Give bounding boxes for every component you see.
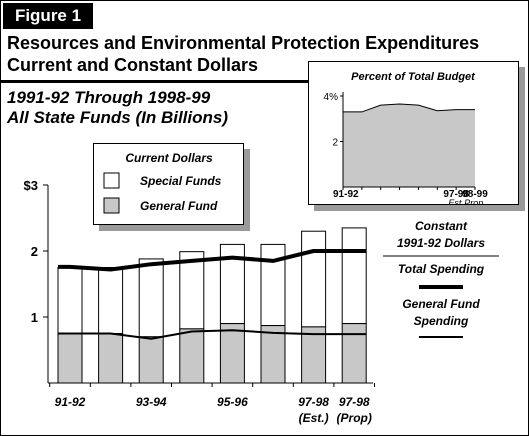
- x-tick-label: 93-94: [136, 395, 167, 409]
- x-tick-label: 95-96: [217, 395, 248, 409]
- x-tick-label: 97-98: [339, 395, 370, 409]
- bar-general-fund: [57, 333, 83, 384]
- bar-special-funds: [138, 258, 164, 338]
- bar-general-fund: [219, 323, 245, 384]
- line-legend-heading-2: 1991-92 Dollars: [397, 236, 485, 250]
- bar-special-funds: [301, 230, 327, 328]
- figure-label: Figure 1: [3, 3, 93, 29]
- line-legend: Constant 1991-92 Dollars Total Spending …: [383, 219, 499, 338]
- bar-general-fund: [138, 336, 164, 384]
- line-legend-total-label: Total Spending: [398, 262, 485, 276]
- bar-general-fund: [179, 328, 205, 384]
- bar-special-funds: [341, 227, 367, 325]
- x-tick-label: 97-98: [298, 395, 329, 409]
- bar-general-fund: [301, 326, 327, 384]
- line-legend-general-label-2: Spending: [414, 314, 469, 328]
- legend-title: Current Dollars: [125, 151, 213, 165]
- line-legend-heading-1: Constant: [415, 219, 468, 233]
- inset-x-tick-label: 91-92: [333, 189, 359, 200]
- bar-general-fund: [260, 325, 286, 384]
- inset-chart-title: Percent of Total Budget: [351, 71, 476, 83]
- chart-subtitle-line-1: 1991-92 Through 1998-99: [7, 88, 211, 107]
- legend-label-special-funds: Special Funds: [140, 174, 222, 188]
- chart-subtitle-line-2: All State Funds (In Billions): [7, 108, 228, 127]
- inset-x-tick-label: 97-98: [443, 189, 469, 200]
- bar-special-funds: [57, 267, 83, 334]
- y-tick-label: 1: [31, 310, 38, 325]
- bar-special-funds: [179, 251, 205, 330]
- chart-title-line-2: Current and Constant Dollars: [7, 55, 259, 75]
- bar-general-fund: [341, 323, 367, 384]
- y-tick-label: 2: [31, 244, 38, 259]
- x-tick-label-secondary: (Prop): [337, 411, 372, 425]
- inset-x-tick-label: 98-99: [462, 189, 488, 200]
- bar-general-fund: [98, 333, 124, 384]
- inset-x-tick-label-secondary: Prop.: [464, 198, 486, 204]
- y-tick-label: $3: [24, 178, 38, 193]
- inset-area: [343, 103, 475, 187]
- x-tick-label-secondary: (Est.): [299, 411, 329, 425]
- legend-label-general-fund: General Fund: [140, 199, 218, 213]
- legend: Current Dollars Special Funds General Fu…: [93, 143, 244, 225]
- title-rule: [1, 80, 311, 83]
- legend-swatch-special-funds: [103, 172, 120, 189]
- inset-chart-panel: Percent of Total Budget 2 4% 91-92 97-98 Est…: [308, 61, 519, 205]
- chart-title-line-1: Resources and Environmental Protection E…: [7, 33, 480, 53]
- x-tick-label: 91-92: [55, 395, 86, 409]
- line-legend-general-label-1: General Fund: [402, 297, 480, 311]
- bar-special-funds: [98, 267, 124, 334]
- bar-special-funds: [260, 243, 286, 327]
- line-general-fund-spending: [58, 329, 367, 340]
- inset-y-tick-label: 4%: [324, 92, 339, 103]
- inset-area-outline: [343, 103, 475, 113]
- inset-chart: Percent of Total Budget 2 4% 91-92 97-98Est…: [324, 71, 489, 204]
- inset-x-tick-label-secondary: Est.: [448, 198, 464, 204]
- inset-y-tick-label: 2: [332, 138, 338, 149]
- legend-swatch-general-fund: [103, 197, 120, 214]
- line-total-spending: [58, 249, 367, 272]
